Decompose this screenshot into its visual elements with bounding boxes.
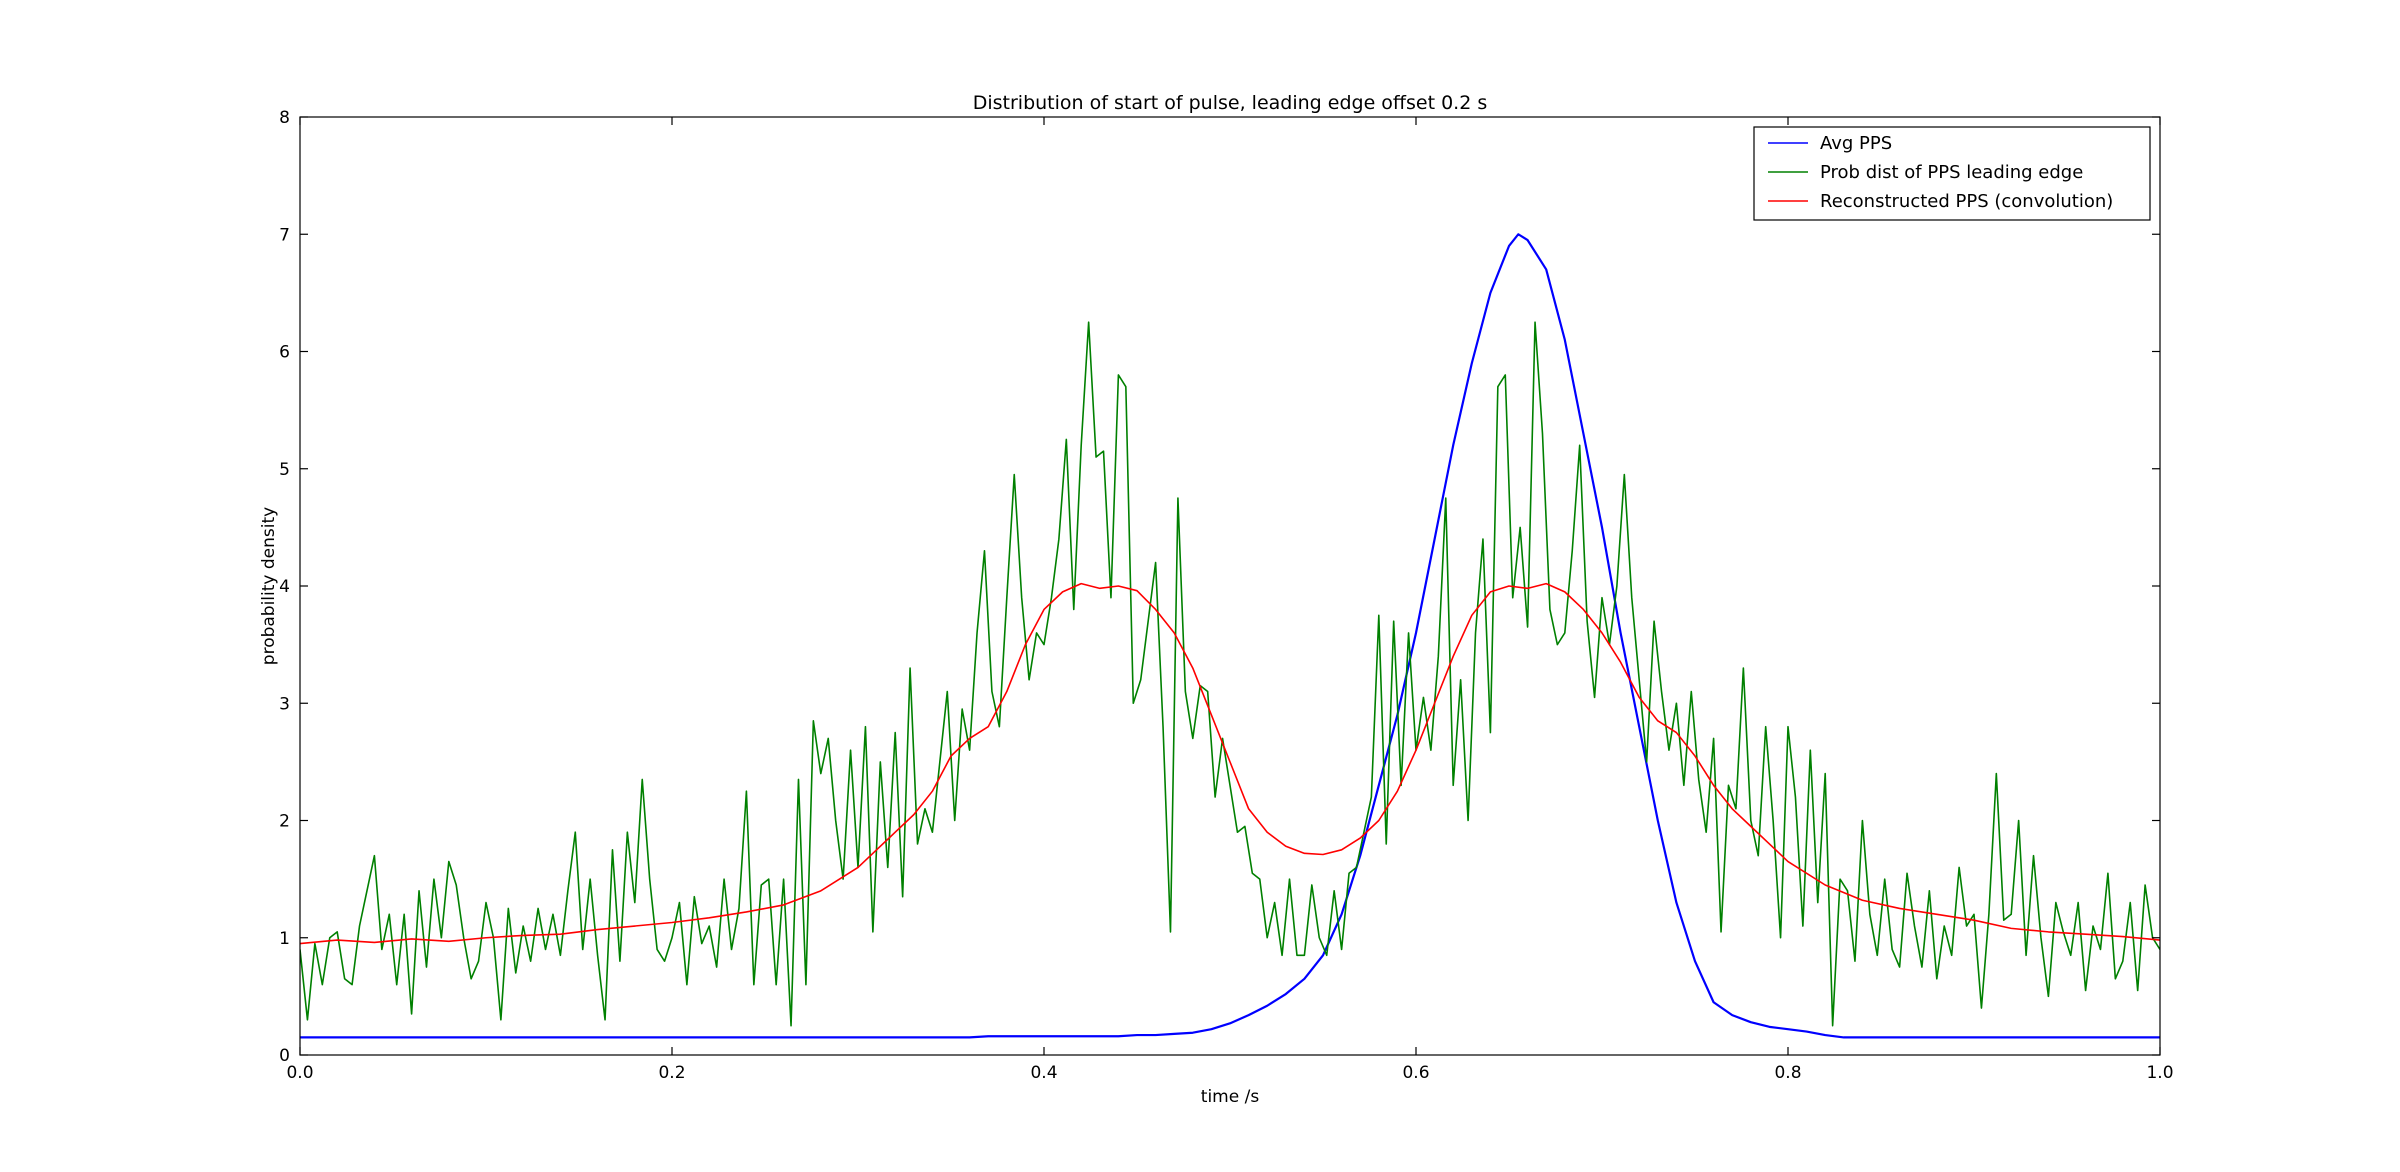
x-axis: 0.0 0.2 0.4 0.6 0.8 1.0 <box>286 117 2174 1083</box>
y-tick-label: 2 <box>279 812 290 832</box>
x-tick-label: 0.0 <box>286 1063 313 1083</box>
x-tick-label: 0.6 <box>1402 1063 1429 1083</box>
series-layer <box>300 233 2160 1039</box>
y-axis: 0 1 2 3 4 5 6 7 8 <box>279 108 2160 1066</box>
y-tick-label: 1 <box>279 929 290 949</box>
series-prob-dist-line <box>300 321 2160 1027</box>
x-tick-label: 0.4 <box>1030 1063 1057 1083</box>
legend-label-reconstructed: Reconstructed PPS (convolution) <box>1820 191 2113 212</box>
y-tick-label: 5 <box>279 460 290 480</box>
x-tick-label: 1.0 <box>2146 1063 2173 1083</box>
y-tick-label: 3 <box>279 694 290 714</box>
legend-box <box>1753 126 2151 221</box>
chart-title: Distribution of start of pulse, leading … <box>973 92 1488 114</box>
x-tick-label: 0.2 <box>658 1063 685 1083</box>
y-tick-label: 0 <box>279 1046 290 1066</box>
legend: Avg PPS Prob dist of PPS leading edge Re… <box>1753 126 2151 221</box>
x-axis-label: time /s <box>1201 1087 1260 1107</box>
legend-label-avg-pps: Avg PPS <box>1820 133 1892 154</box>
y-axis-label: probability density <box>259 507 279 665</box>
series-reconstructed-line <box>300 582 2160 945</box>
y-tick-label: 8 <box>279 108 290 128</box>
series-avg-pps-line <box>300 233 2160 1039</box>
legend-label-prob-dist: Prob dist of PPS leading edge <box>1820 162 2083 183</box>
x-tick-label: 0.8 <box>1774 1063 1801 1083</box>
y-tick-label: 6 <box>279 343 290 363</box>
y-tick-label: 4 <box>279 577 290 597</box>
y-tick-label: 7 <box>279 225 290 245</box>
